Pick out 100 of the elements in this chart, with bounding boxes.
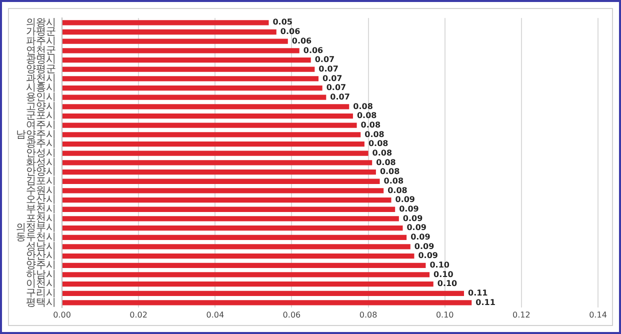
y-tick-label: 광명시 (26, 54, 56, 66)
bar (62, 160, 372, 166)
y-tick-label: 여주시 (26, 120, 56, 131)
data-label: 0.07 (318, 64, 338, 74)
y-tick-label: 부천시 (26, 204, 56, 215)
bar (62, 290, 464, 296)
data-label: 0.07 (322, 74, 342, 83)
y-tick-label: 시흥시 (26, 82, 56, 94)
y-tick-label: 오산시 (26, 194, 56, 206)
y-tick-label: 하남시 (26, 269, 56, 280)
data-label: 0.11 (468, 288, 488, 298)
y-tick-label: 구리시 (26, 288, 56, 299)
y-tick-label: 파주시 (26, 36, 56, 47)
data-label: 0.09 (410, 232, 431, 242)
bar (62, 48, 300, 54)
data-label: 0.05 (272, 18, 293, 27)
bar (62, 253, 414, 259)
y-tick-label: 안산시 (26, 250, 56, 262)
y-tick-label: 동두천시 (16, 232, 56, 243)
y-tick-label: 의정부시 (16, 222, 56, 234)
data-label: 0.06 (292, 36, 312, 46)
y-tick-label: 화성시 (26, 157, 56, 168)
bar (62, 281, 434, 287)
bar (62, 300, 472, 306)
y-tick-label: 용인시 (26, 92, 56, 103)
y-tick-label: 가평군 (26, 26, 56, 38)
bar (62, 38, 288, 44)
data-label: 0.08 (353, 102, 374, 111)
data-label: 0.08 (380, 167, 400, 176)
y-tick-label: 김포시 (26, 176, 56, 187)
y-tick-label: 연천군 (26, 45, 56, 56)
bar (62, 216, 399, 222)
data-label: 0.07 (330, 92, 350, 102)
x-tick-label: 0.10 (436, 310, 454, 320)
y-tick-label: 남양주시 (16, 129, 56, 140)
bar (62, 122, 357, 128)
y-tick-label: 양주시 (26, 260, 56, 271)
data-label: 0.07 (326, 83, 346, 92)
data-label: 0.08 (364, 130, 385, 139)
x-tick-label: 0.06 (282, 310, 301, 320)
data-label: 0.07 (314, 55, 335, 64)
bar (62, 188, 384, 194)
data-label: 0.08 (368, 139, 389, 148)
data-label: 0.08 (384, 176, 404, 186)
bar (62, 141, 364, 147)
bar (62, 225, 403, 231)
data-label: 0.09 (399, 204, 420, 214)
y-tick-label: 광주시 (26, 138, 56, 150)
bar (62, 113, 353, 119)
bar (62, 272, 430, 278)
y-tick-label: 의왕시 (26, 17, 56, 28)
bar (62, 57, 311, 63)
y-tick-label: 이천시 (26, 278, 56, 290)
y-tick-label: 평택시 (26, 297, 56, 308)
bar (62, 20, 269, 26)
bar (62, 29, 276, 35)
y-tick-label: 양평군 (26, 64, 56, 75)
y-tick-label: 안양시 (26, 166, 56, 178)
data-label: 0.10 (437, 279, 458, 288)
data-label: 0.08 (372, 148, 392, 158)
x-tick-label: 0.14 (589, 310, 607, 320)
bar (62, 262, 426, 268)
data-label: 0.08 (360, 120, 381, 130)
x-tick-label: 0.08 (359, 310, 378, 320)
y-tick-label: 성남시 (26, 241, 56, 252)
x-tick-label: 0.04 (206, 310, 224, 320)
data-label: 0.08 (376, 158, 396, 167)
y-tick-label: 군포시 (26, 110, 56, 122)
x-tick-label: 0.02 (130, 310, 148, 320)
data-label: 0.09 (395, 195, 416, 204)
data-label: 0.10 (434, 270, 454, 279)
data-label: 0.08 (356, 111, 378, 120)
bar (62, 206, 396, 212)
data-label: 0.08 (388, 186, 408, 195)
x-tick-label: 0.12 (512, 310, 530, 320)
bar (62, 169, 376, 175)
data-label: 0.11 (476, 298, 496, 307)
bar (62, 76, 319, 82)
data-label: 0.09 (406, 223, 427, 232)
bar (62, 94, 326, 100)
y-tick-label: 포천시 (26, 213, 56, 224)
bar (62, 132, 361, 138)
bar (62, 244, 410, 250)
bar (62, 150, 368, 156)
y-tick-label: 안성시 (26, 148, 56, 159)
bar (62, 197, 392, 203)
data-label: 0.09 (418, 251, 438, 260)
y-tick-label: 수원시 (26, 185, 56, 196)
data-label: 0.09 (402, 214, 424, 223)
data-label: 0.10 (430, 260, 450, 270)
data-label: 0.06 (280, 27, 301, 36)
x-tick-label: 0.00 (53, 310, 71, 320)
y-tick-label: 고양시 (26, 101, 56, 112)
bar (62, 178, 380, 184)
bar (62, 234, 407, 240)
bar (62, 104, 350, 110)
bar (62, 85, 322, 91)
y-tick-label: 과천시 (26, 73, 56, 84)
bar (62, 66, 315, 72)
data-label: 0.06 (303, 46, 324, 55)
